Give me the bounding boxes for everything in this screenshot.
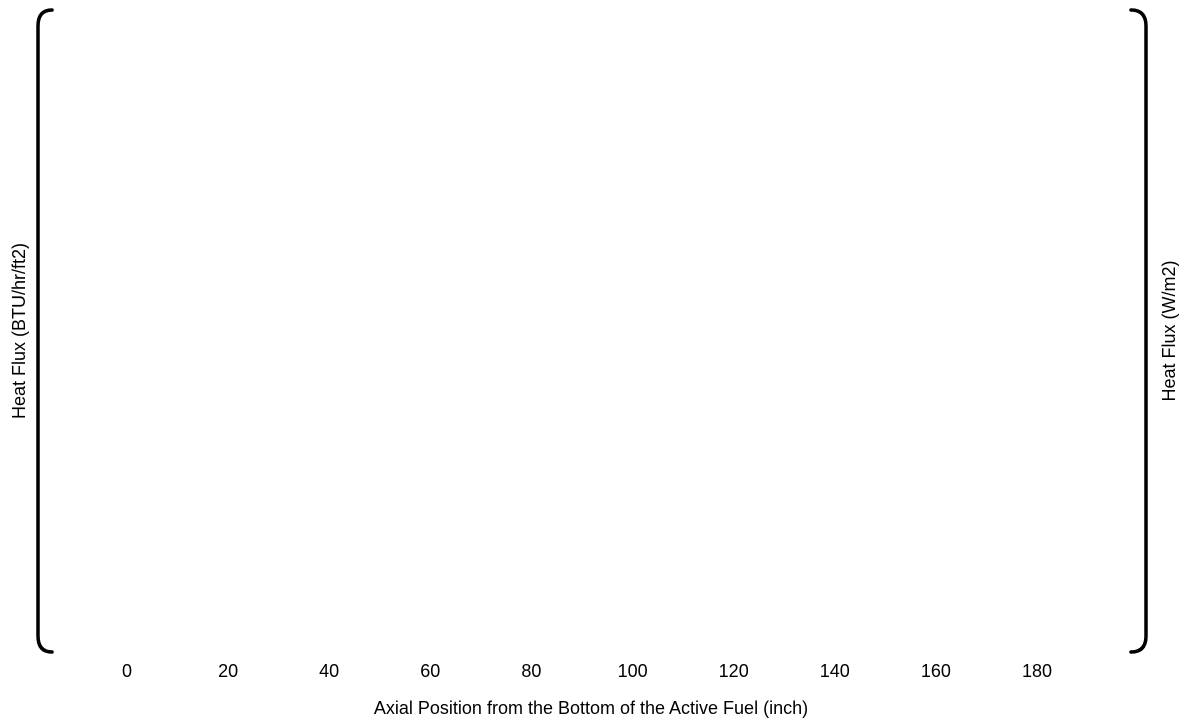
x-tick-label: 40 [319,661,339,681]
y-axis-label-right: Heat Flux (W/m2) [1159,260,1179,401]
x-tick-label: 120 [719,661,749,681]
x-tick-label: 180 [1022,661,1052,681]
x-tick-label: 80 [521,661,541,681]
x-tick-label: 140 [820,661,850,681]
x-tick-label: 160 [921,661,951,681]
y-axis-label-left: Heat Flux (BTU/hr/ft2) [9,243,29,419]
x-tick-label: 60 [420,661,440,681]
left-bracket [36,8,54,654]
x-tick-labels: 0 20 40 60 80 100 120 140 160 180 [122,661,1052,681]
x-tick-label: 100 [618,661,648,681]
x-tick-label: 20 [218,661,238,681]
x-tick-label: 0 [122,661,132,681]
plot-area [36,8,1148,654]
right-bracket [1129,8,1148,654]
x-axis-label: Axial Position from the Bottom of the Ac… [374,698,808,718]
